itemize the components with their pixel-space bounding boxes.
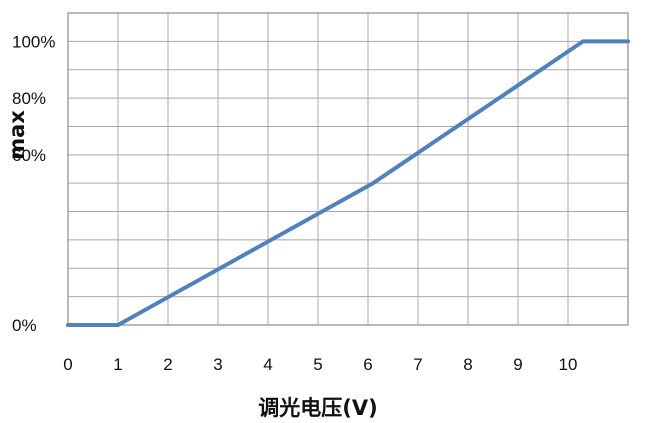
x-tick-label: 0 (63, 355, 72, 374)
x-tick-label: 6 (363, 355, 372, 374)
series-layer (66, 39, 630, 327)
x-tick-label: 9 (513, 355, 522, 374)
y-tick-label: 0% (12, 316, 37, 335)
plot-area-frame (67, 12, 629, 326)
x-tick-label: 7 (413, 355, 422, 374)
series-line-0 (66, 39, 630, 327)
y-axis-ticks: 0% 60% 80% 100% (12, 32, 55, 335)
y-axis-title: max (5, 110, 29, 160)
x-tick-label: 1 (113, 355, 122, 374)
x-tick-label: 10 (559, 355, 578, 374)
x-axis-title: 调光电压(V) (258, 396, 377, 420)
y-tick-label: 60% (12, 146, 46, 165)
x-tick-label: 3 (213, 355, 222, 374)
x-tick-label: 5 (313, 355, 322, 374)
x-tick-label: 2 (163, 355, 172, 374)
y-tick-label: 100% (12, 32, 55, 51)
x-tick-label: 4 (263, 355, 272, 374)
x-tick-label: 8 (463, 355, 472, 374)
grid-lines (67, 12, 628, 325)
x-axis-ticks: 0 1 2 3 4 5 6 7 8 9 10 (63, 355, 577, 374)
y-tick-label: 80% (12, 89, 46, 108)
